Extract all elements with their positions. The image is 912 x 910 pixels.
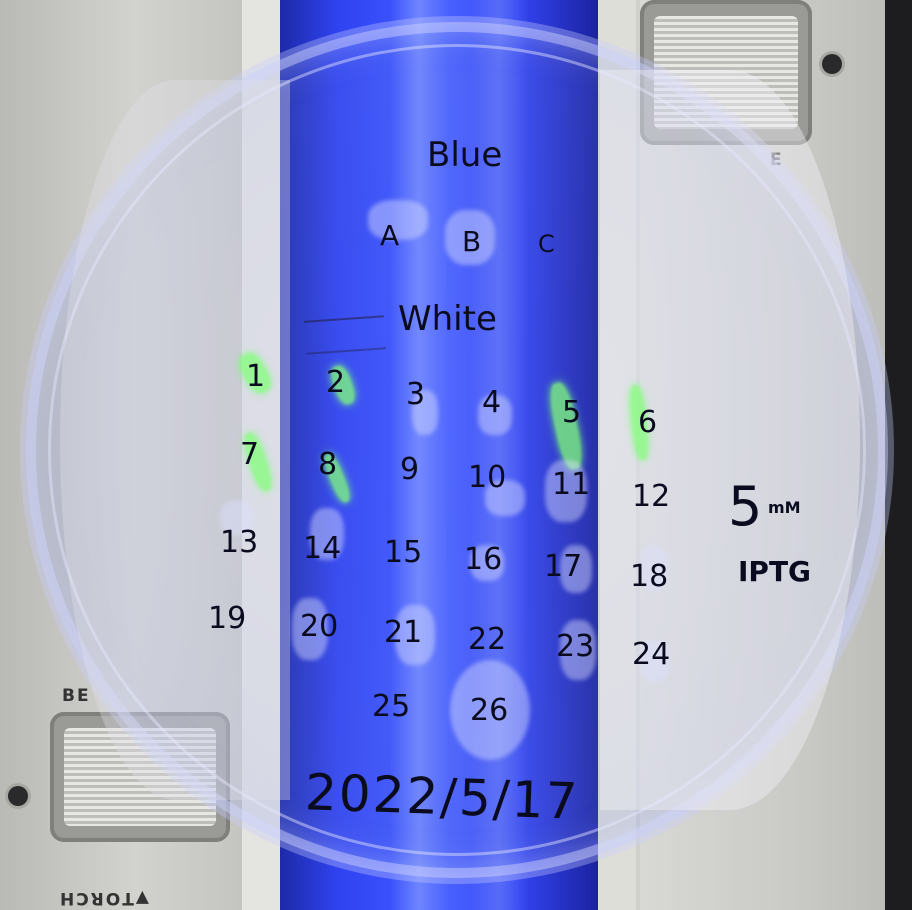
well-label-24: 24 [632,637,671,672]
colony-streak [445,210,495,265]
colony-streak [368,200,428,240]
well-label-23: 23 [556,629,595,664]
well-label-15: 15 [384,535,423,570]
well-label-3: 3 [406,377,426,412]
well-label-20: 20 [300,609,339,644]
well-label-26: 26 [470,693,509,728]
colony-streak [470,545,504,581]
colony-streak [485,480,525,516]
well-label-16: 16 [464,542,503,577]
side-note-concentration: 5 [728,475,763,538]
well-label-9: 9 [400,452,420,487]
well-label-19: 19 [208,601,247,636]
well-label-7: 7 [240,437,260,472]
date-label: 2022/5/17 [304,763,581,831]
colony-streak [560,620,596,680]
well-label-21: 21 [384,615,423,650]
colony-streak [292,598,328,660]
well-label-5: 5 [562,395,582,430]
crossed-out-mark [303,315,387,355]
colony-streak [545,460,587,522]
colony-streak [220,500,254,536]
strain-label-a: A [380,219,400,252]
well-label-8: 8 [318,447,338,482]
well-label-4: 4 [482,385,502,420]
colony-streak [478,395,512,435]
strain-label-c: C [538,230,555,258]
colony-streak [310,508,344,560]
screw-icon [822,54,842,74]
well-label-2: 2 [326,365,346,400]
side-note-inducer: IPTG [738,555,812,588]
colony-streak [450,660,530,760]
label-white: White [398,299,497,339]
label-blue: Blue [427,135,503,175]
well-label-11: 11 [552,467,591,502]
well-label-6: 6 [638,405,658,440]
well-label-17: 17 [544,549,583,584]
well-label-13: 13 [220,525,259,560]
petri-dish-rim [48,44,866,856]
well-label-10: 10 [468,460,507,495]
well-label-22: 22 [468,622,507,657]
colony-streak [560,545,592,593]
colony-streak [412,390,438,435]
strain-label-b: B [462,225,482,258]
well-label-18: 18 [630,559,669,594]
colony-streak [640,545,668,591]
well-label-14: 14 [303,531,342,566]
well-label-1: 1 [246,359,266,394]
device-label-left: BE [62,686,91,706]
well-label-12: 12 [632,479,671,514]
screw-icon [8,786,28,806]
side-note-unit: mM [768,498,801,517]
device-label-bottom: ▼TORCH [58,888,149,908]
device-label-top: E [770,150,784,170]
colony-streak [640,640,670,682]
housing-edge [885,0,912,910]
well-label-25: 25 [372,689,411,724]
colony-streak [395,605,435,665]
